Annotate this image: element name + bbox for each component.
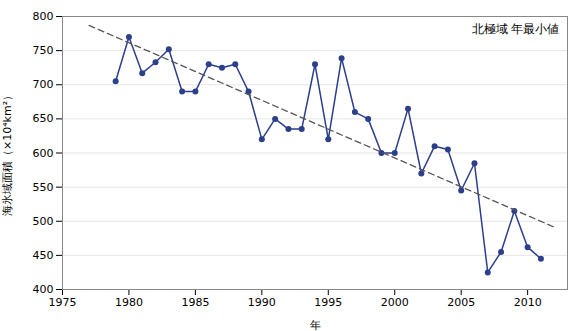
svg-text:海氷域面積（×10⁴km²）: 海氷域面積（×10⁴km²） [1, 90, 14, 216]
svg-text:800: 800 [33, 10, 54, 23]
svg-text:2005: 2005 [447, 296, 475, 309]
svg-text:1990: 1990 [248, 296, 276, 309]
svg-text:1985: 1985 [181, 296, 209, 309]
svg-text:1975: 1975 [49, 296, 77, 309]
svg-text:北極域 年最小値: 北極域 年最小値 [472, 22, 560, 36]
svg-text:年: 年 [310, 319, 321, 331]
svg-text:750: 750 [33, 44, 54, 57]
svg-text:1980: 1980 [115, 296, 143, 309]
svg-text:650: 650 [33, 112, 54, 125]
svg-text:550: 550 [33, 181, 54, 194]
svg-text:700: 700 [33, 78, 54, 91]
svg-text:450: 450 [33, 249, 54, 262]
svg-text:1995: 1995 [314, 296, 342, 309]
svg-text:400: 400 [33, 283, 54, 296]
svg-text:500: 500 [33, 215, 54, 228]
svg-text:600: 600 [33, 147, 54, 160]
svg-text:2010: 2010 [514, 296, 542, 309]
svg-text:2000: 2000 [381, 296, 409, 309]
